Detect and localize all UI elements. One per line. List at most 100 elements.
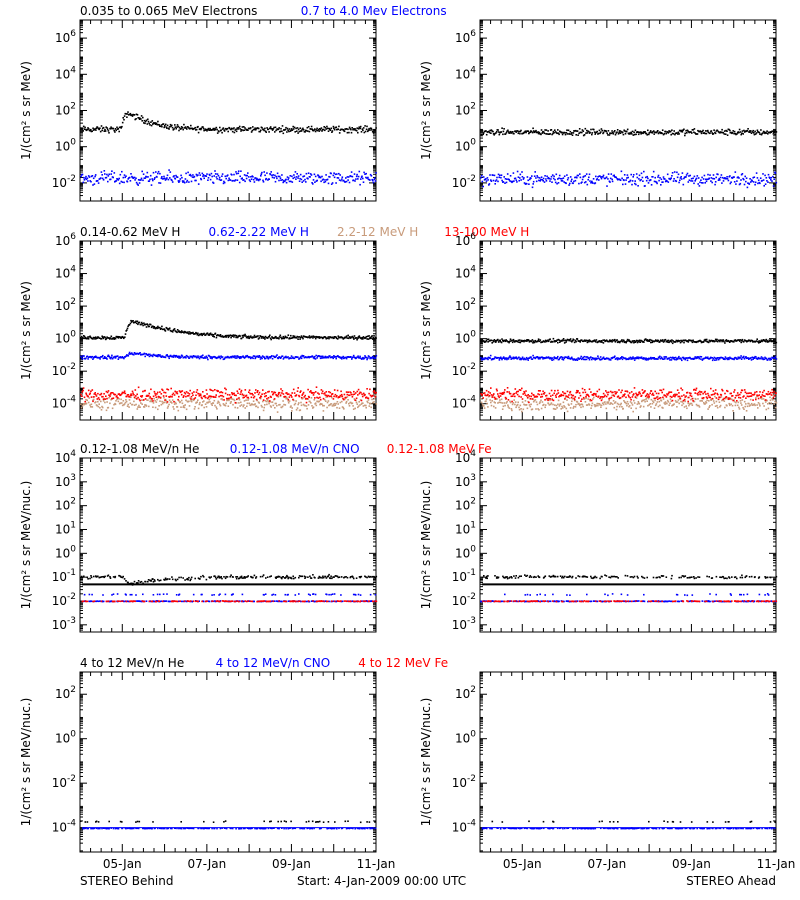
data-point <box>558 339 561 341</box>
data-point <box>143 119 146 122</box>
data-point <box>219 404 222 407</box>
data-point <box>331 131 333 133</box>
data-point <box>247 129 249 131</box>
data-point <box>198 357 201 360</box>
data-point <box>193 175 196 178</box>
data-point <box>765 132 768 134</box>
y-tick-label: 10-4 <box>452 395 477 411</box>
data-point <box>120 127 122 129</box>
data-point <box>322 404 324 407</box>
data-point <box>738 177 740 179</box>
data-point <box>103 357 105 359</box>
data-point <box>671 342 674 345</box>
data-point <box>363 131 366 134</box>
data-point <box>247 396 249 399</box>
data-point <box>97 397 100 399</box>
data-point <box>509 175 512 177</box>
data-point <box>642 132 644 135</box>
data-point <box>563 342 566 344</box>
data-point <box>168 128 170 130</box>
data-point <box>358 401 360 403</box>
data-point <box>281 405 284 408</box>
data-point <box>264 130 267 132</box>
data-point <box>245 399 247 401</box>
data-point <box>244 356 246 359</box>
data-point <box>191 176 194 178</box>
data-point <box>594 341 597 343</box>
data-point <box>211 333 213 336</box>
data-point <box>147 120 150 123</box>
data-point <box>109 393 112 395</box>
data-point <box>517 339 520 342</box>
data-point <box>302 391 305 394</box>
data-point <box>519 358 521 361</box>
data-point <box>252 178 255 181</box>
data-point <box>678 181 680 184</box>
data-point <box>87 336 89 338</box>
data-point <box>331 182 334 184</box>
data-point <box>320 180 322 183</box>
data-point <box>171 124 173 127</box>
data-point <box>616 339 618 341</box>
data-point <box>369 388 371 391</box>
data-point <box>513 357 515 360</box>
data-point <box>521 340 524 343</box>
data-point <box>635 183 637 186</box>
data-point <box>561 340 563 342</box>
data-point <box>608 134 611 136</box>
data-point <box>362 392 365 395</box>
data-point <box>722 339 725 341</box>
data-point <box>569 338 572 340</box>
data-point <box>82 355 84 357</box>
data-point <box>180 174 182 177</box>
data-point <box>668 130 670 132</box>
data-point <box>737 176 739 178</box>
data-point <box>753 133 756 136</box>
data-point <box>316 129 319 132</box>
data-point <box>499 174 501 177</box>
data-point <box>482 132 485 134</box>
data-point <box>351 335 354 338</box>
data-point <box>202 126 204 128</box>
data-point <box>314 397 316 399</box>
data-point <box>700 131 702 133</box>
data-point <box>243 404 245 406</box>
data-point <box>287 129 289 131</box>
data-point <box>298 336 301 338</box>
data-point <box>317 128 320 131</box>
data-point <box>604 339 607 342</box>
data-point <box>216 132 219 134</box>
data-point <box>252 126 254 128</box>
data-point <box>512 356 515 359</box>
data-point <box>176 391 178 393</box>
data-point <box>173 403 176 405</box>
data-point <box>221 173 224 175</box>
data-point <box>566 339 568 342</box>
data-point <box>218 130 220 133</box>
data-point <box>299 356 302 359</box>
data-point <box>235 355 237 357</box>
data-point <box>631 341 633 344</box>
series-points-0 <box>80 111 377 135</box>
data-point <box>548 177 551 180</box>
data-point <box>86 337 88 340</box>
data-point <box>109 178 111 181</box>
y-tick-base: 10 <box>52 397 67 411</box>
data-point <box>612 132 614 134</box>
data-point <box>654 176 656 179</box>
data-point <box>224 404 227 407</box>
data-point <box>554 131 557 133</box>
data-point <box>362 358 365 360</box>
data-point <box>519 130 522 133</box>
data-point <box>233 131 236 134</box>
data-point <box>332 125 335 128</box>
data-point <box>516 170 519 173</box>
data-point <box>558 133 560 136</box>
data-point <box>660 184 662 186</box>
data-point <box>208 334 210 336</box>
data-point <box>276 411 279 413</box>
data-point <box>368 335 370 337</box>
data-point <box>159 172 161 175</box>
data-point <box>293 403 296 406</box>
data-point <box>208 398 211 401</box>
